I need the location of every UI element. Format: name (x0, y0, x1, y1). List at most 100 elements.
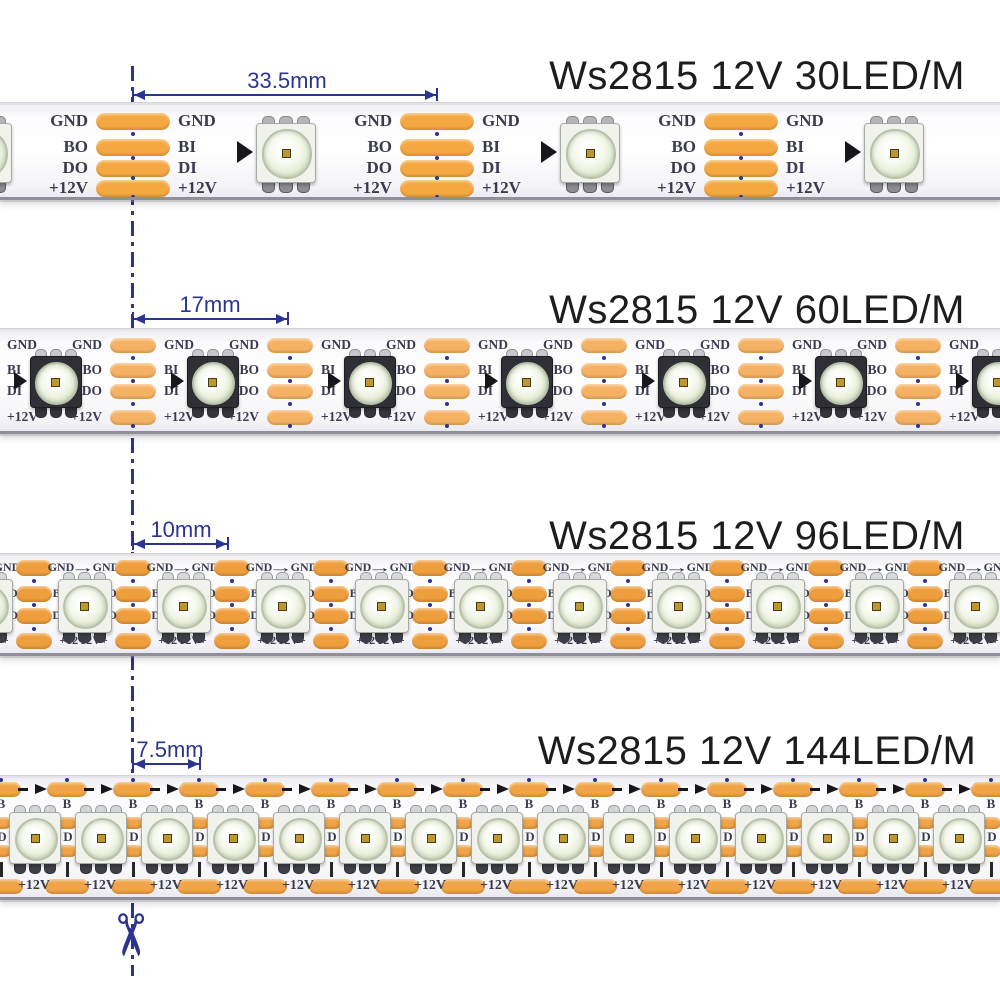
solder-pad (895, 362, 941, 378)
cut-mark-dot (527, 579, 531, 583)
solder-pad (511, 560, 547, 576)
pad-label: GND (47, 560, 75, 575)
data-label-d: D (129, 828, 139, 844)
power-label: +12V (257, 633, 285, 648)
solder-pad (311, 781, 351, 797)
solder-pad (243, 878, 287, 894)
led-die (872, 601, 881, 611)
flow-arrow-icon: → (961, 559, 987, 575)
pad-label: +12V (792, 409, 823, 425)
dimension-label-60led: 17mm (179, 292, 241, 317)
data-label-b: B (326, 795, 336, 811)
cut-mark-dot (288, 402, 292, 406)
pad-label: GND (587, 560, 615, 575)
solder-pad (110, 409, 156, 425)
direction-arrow-icon (170, 372, 184, 390)
data-label-b: B (392, 795, 402, 811)
cut-mark-dot (824, 579, 828, 583)
power-label: +12V (59, 633, 87, 648)
data-label-b: B (62, 795, 72, 811)
led-die (96, 833, 106, 843)
solder-pad (453, 845, 473, 857)
solder-pad (575, 781, 615, 797)
solder-pad (412, 608, 448, 624)
direction-arrow-icon (431, 783, 443, 794)
cut-mark-dot (824, 603, 828, 607)
cut-mark-dot (263, 778, 267, 782)
solder-pad (309, 878, 353, 894)
cut-mark-dot (230, 626, 234, 631)
cut-line (131, 66, 134, 976)
cut-mark-dot (131, 176, 135, 180)
cut-mark-dot (428, 579, 432, 583)
arrowhead-right-icon (188, 759, 199, 769)
solder-pad (915, 817, 935, 829)
led-strip-photo-60led: GNDGNDBOBIDODI+12V+12VGNDGNDBOBIDODI+12V… (0, 328, 1000, 434)
flow-arrow-icon: → (268, 559, 294, 575)
cut-mark-dot (923, 626, 927, 631)
pad-label: GND (389, 560, 417, 575)
data-label-b: B (260, 795, 270, 811)
dimension-label-96led: 10mm (150, 517, 212, 542)
separator-mark (527, 861, 531, 877)
solder-pad (783, 817, 803, 829)
solder-pad (113, 781, 153, 797)
pad-label: DO (552, 383, 573, 399)
pad-label: GND (938, 560, 966, 575)
cut-mark-dot (824, 626, 828, 631)
led-die (971, 601, 980, 611)
power-label: +12V (545, 877, 579, 893)
pad-label: GND (839, 560, 867, 575)
solder-pad (709, 560, 745, 576)
power-label: +12V (413, 877, 447, 893)
pad-label: GND (50, 111, 88, 131)
dimension-tick-icon (132, 312, 134, 325)
solder-pad (573, 878, 617, 894)
pad-label: GND (443, 560, 471, 575)
cut-mark-dot (626, 579, 630, 583)
pad-label: +12V (228, 409, 259, 425)
solder-pad (895, 409, 941, 425)
power-label: +12V (941, 877, 975, 893)
cut-mark-dot (527, 626, 531, 631)
power-label: +12V (83, 877, 117, 893)
cut-mark-dot (916, 402, 920, 406)
strip-title-60led: Ws2815 12V 60LED/M (549, 288, 965, 332)
solder-pad (705, 878, 749, 894)
led-die (426, 833, 436, 843)
solder-pad (412, 633, 448, 649)
power-label: +12V (17, 877, 51, 893)
direction-arrow-icon (299, 783, 311, 794)
power-label: +12V (554, 633, 582, 648)
dimension-tick-icon (436, 88, 438, 101)
flow-arrow-icon: → (763, 559, 789, 575)
solder-pad (639, 878, 683, 894)
cut-mark-dot (329, 603, 333, 607)
pad-label: DO (670, 158, 697, 178)
solder-pad (981, 845, 1000, 857)
pad-label: +12V (786, 178, 825, 198)
solder-pad (808, 633, 844, 649)
solder-pad (771, 878, 815, 894)
led-die (558, 833, 568, 843)
pad-label: +12V (542, 409, 573, 425)
solder-pad (581, 337, 627, 353)
cut-mark-dot (131, 355, 135, 360)
pad-label: DO (395, 383, 416, 399)
solder-pad (651, 845, 671, 857)
led-die (773, 601, 782, 611)
cut-mark-dot (916, 355, 920, 360)
flow-dash (876, 788, 886, 791)
solder-pad (981, 817, 1000, 829)
solder-pad (111, 878, 155, 894)
data-label-d: D (459, 828, 469, 844)
pad-label: +12V (635, 409, 666, 425)
solder-pad (245, 781, 285, 797)
flow-dash (282, 788, 292, 791)
pad-label: +12V (321, 409, 352, 425)
cut-mark-dot (428, 626, 432, 631)
pad-label: +12V (353, 178, 392, 198)
pad-label: +12V (657, 178, 696, 198)
pad-label: BO (239, 362, 259, 378)
strip-title-30led: Ws2815 12V 30LED/M (549, 54, 965, 98)
